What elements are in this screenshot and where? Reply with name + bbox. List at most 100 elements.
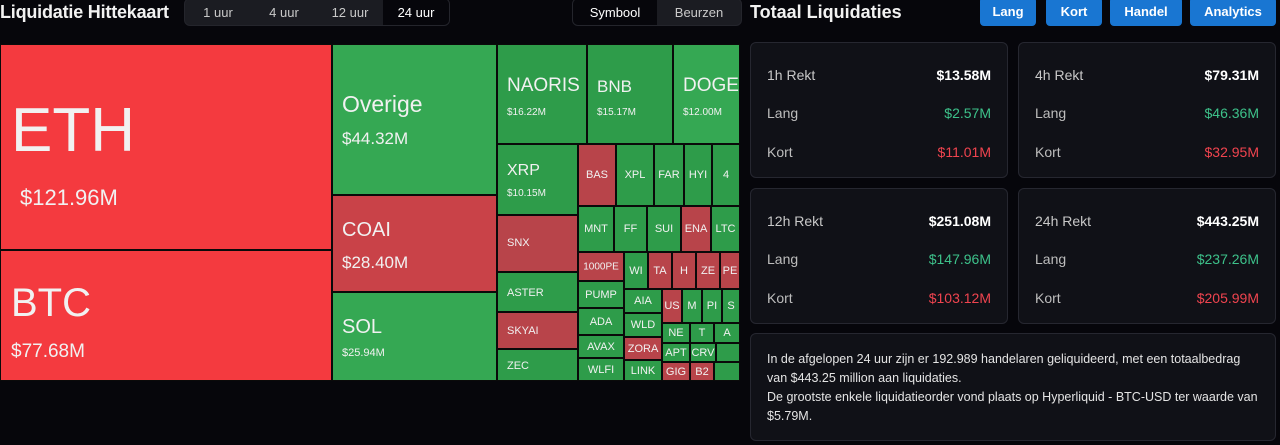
tab-24h[interactable]: 24 uur: [383, 0, 449, 25]
treemap-tile-overige[interactable]: Overige $44.32M: [332, 44, 497, 195]
treemap-tile-ltc[interactable]: LTC: [711, 206, 740, 252]
treemap-tile-pe[interactable]: PE: [720, 252, 740, 289]
treemap-tile-misc[interactable]: [714, 362, 740, 381]
summary-line-2: De grootste enkele liquidatieorder vond …: [767, 390, 1258, 423]
treemap-tile-xrp[interactable]: XRP $10.15M: [497, 144, 578, 215]
card-label: 12h Rekt: [767, 213, 824, 229]
tile-value: $121.96M: [20, 185, 118, 210]
treemap-tile-coai[interactable]: COAI $28.40M: [332, 195, 497, 292]
treemap-tile-avax[interactable]: AVAX: [578, 335, 624, 358]
treemap-tile-far[interactable]: FAR: [654, 144, 684, 206]
treemap-tile-t[interactable]: T: [690, 323, 714, 343]
treemap-tile-eth[interactable]: ETH $121.96M: [0, 44, 332, 250]
treemap-tile-ze[interactable]: ZE: [696, 252, 720, 289]
tile-symbol: T: [698, 327, 706, 339]
treemap-tile-ff[interactable]: FF: [614, 206, 647, 252]
liquidation-treemap: ETH $121.96M BTC $77.68M Overige $44.32M…: [0, 44, 740, 381]
treemap-tile-ena[interactable]: ENA: [681, 206, 711, 252]
short-label: Kort: [767, 290, 793, 306]
tab-1h[interactable]: 1 uur: [185, 0, 251, 25]
tile-symbol: US: [664, 300, 680, 312]
treemap-tile-bnb[interactable]: BNB $15.17M: [587, 44, 673, 144]
stat-card-4h: 4h Rekt $79.31M Lang $46.36M Kort $32.95M: [1018, 42, 1276, 178]
tile-symbol: 1000PE: [583, 261, 619, 272]
tile-value: $15.17M: [597, 107, 636, 118]
card-total: $13.58M: [936, 67, 991, 83]
long-value: $237.26M: [1196, 251, 1259, 267]
treemap-tile-zec[interactable]: ZEC: [497, 349, 578, 381]
treemap-tile-aster[interactable]: ASTER: [497, 272, 578, 312]
tile-value: $77.68M: [11, 341, 85, 362]
tile-symbol: B2: [695, 365, 709, 378]
tile-symbol: FF: [623, 223, 638, 235]
treemap-tile-misc[interactable]: [716, 343, 740, 362]
treemap-tile-1000pe[interactable]: 1000PE: [578, 252, 624, 281]
tab-symbol[interactable]: Symbool: [573, 0, 657, 25]
tile-symbol: BAS: [585, 169, 608, 181]
long-button[interactable]: Lang: [980, 0, 1036, 26]
treemap-tile-snx[interactable]: SNX: [497, 215, 578, 272]
tab-12h[interactable]: 12 uur: [317, 0, 383, 25]
treemap-tile-sol[interactable]: SOL $25.94M: [332, 292, 497, 381]
stat-card-24h: 24h Rekt $443.25M Lang $237.26M Kort $205.9…: [1018, 188, 1276, 324]
tile-symbol: H: [680, 264, 688, 277]
treemap-tile-us[interactable]: US: [662, 289, 682, 323]
treemap-tile-ta[interactable]: TA: [648, 252, 672, 289]
tile-symbol: WLD: [630, 319, 656, 331]
tile-value: $25.94M: [342, 347, 385, 359]
treemap-tile-apt[interactable]: APT: [662, 343, 690, 362]
treemap-tile-link[interactable]: LINK: [624, 360, 662, 381]
treemap-tile-pump[interactable]: PUMP: [578, 281, 624, 308]
tab-4h[interactable]: 4 uur: [251, 0, 317, 25]
treemap-tile-s[interactable]: S: [722, 289, 740, 323]
treemap-tile-wlfi[interactable]: WLFI: [578, 358, 624, 381]
treemap-tile-h[interactable]: H: [672, 252, 696, 289]
tile-symbol: NE: [668, 327, 684, 339]
stat-card-12h: 12h Rekt $251.08M Lang $147.96M Kort $103.1…: [750, 188, 1008, 324]
treemap-tile-4[interactable]: 4: [712, 144, 740, 206]
view-mode-tabs: Symbool Beurzen: [572, 0, 742, 26]
treemap-tile-xpl[interactable]: XPL: [616, 144, 654, 206]
treemap-tile-b2[interactable]: B2: [690, 362, 714, 381]
treemap-tile-crv[interactable]: CRV: [690, 343, 716, 362]
treemap-tile-zora[interactable]: ZORA: [624, 337, 662, 360]
tile-symbol: AIA: [634, 295, 652, 307]
tile-symbol: SNX: [507, 237, 530, 249]
tile-symbol: XRP: [507, 162, 540, 179]
tile-value: $28.40M: [342, 253, 409, 272]
tile-symbol: HYI: [688, 169, 708, 181]
tile-symbol: 4: [722, 169, 730, 181]
treemap-tile-naoris[interactable]: NAORIS $16.22M: [497, 44, 587, 144]
stat-card-1h: 1h Rekt $13.58M Lang $2.57M Kort $11.01M: [750, 42, 1008, 178]
tab-exchanges[interactable]: Beurzen: [657, 0, 741, 25]
analytics-button[interactable]: Analytics: [1190, 0, 1276, 26]
tile-symbol: CRV: [691, 346, 715, 359]
long-value: $2.57M: [944, 105, 991, 121]
treemap-tile-skyai[interactable]: SKYAI: [497, 312, 578, 349]
treemap-tile-hyi[interactable]: HYI: [684, 144, 712, 206]
treemap-tile-doge[interactable]: DOGE $12.00M: [673, 44, 740, 144]
treemap-tile-ne[interactable]: NE: [662, 323, 690, 343]
treemap-tile-bas[interactable]: BAS: [578, 144, 616, 206]
treemap-tile-pi[interactable]: PI: [702, 289, 722, 323]
treemap-tile-wld[interactable]: WLD: [624, 313, 662, 337]
short-value: $103.12M: [928, 290, 991, 306]
treemap-tile-aia[interactable]: AIA: [624, 289, 662, 313]
tile-symbol: LINK: [630, 364, 656, 377]
long-label: Lang: [1035, 105, 1067, 121]
treemap-tile-gig[interactable]: GIG: [662, 362, 690, 381]
tile-symbol: LTC: [715, 223, 736, 235]
treemap-tile-wi[interactable]: WI: [624, 252, 648, 289]
tile-symbol: ENA: [684, 223, 708, 235]
treemap-tile-mnt[interactable]: MNT: [578, 206, 614, 252]
treemap-tile-ada[interactable]: ADA: [578, 308, 624, 335]
tile-symbol: SOL: [342, 316, 383, 338]
treemap-tile-a[interactable]: A: [714, 323, 740, 343]
trade-button[interactable]: Handel: [1110, 0, 1182, 26]
short-button[interactable]: Kort: [1046, 0, 1102, 26]
tile-value: $16.22M: [507, 107, 546, 118]
treemap-tile-m[interactable]: M: [682, 289, 702, 323]
treemap-tile-btc[interactable]: BTC $77.68M: [0, 250, 332, 381]
card-total: $79.31M: [1204, 67, 1259, 83]
treemap-tile-sui[interactable]: SUI: [647, 206, 681, 252]
